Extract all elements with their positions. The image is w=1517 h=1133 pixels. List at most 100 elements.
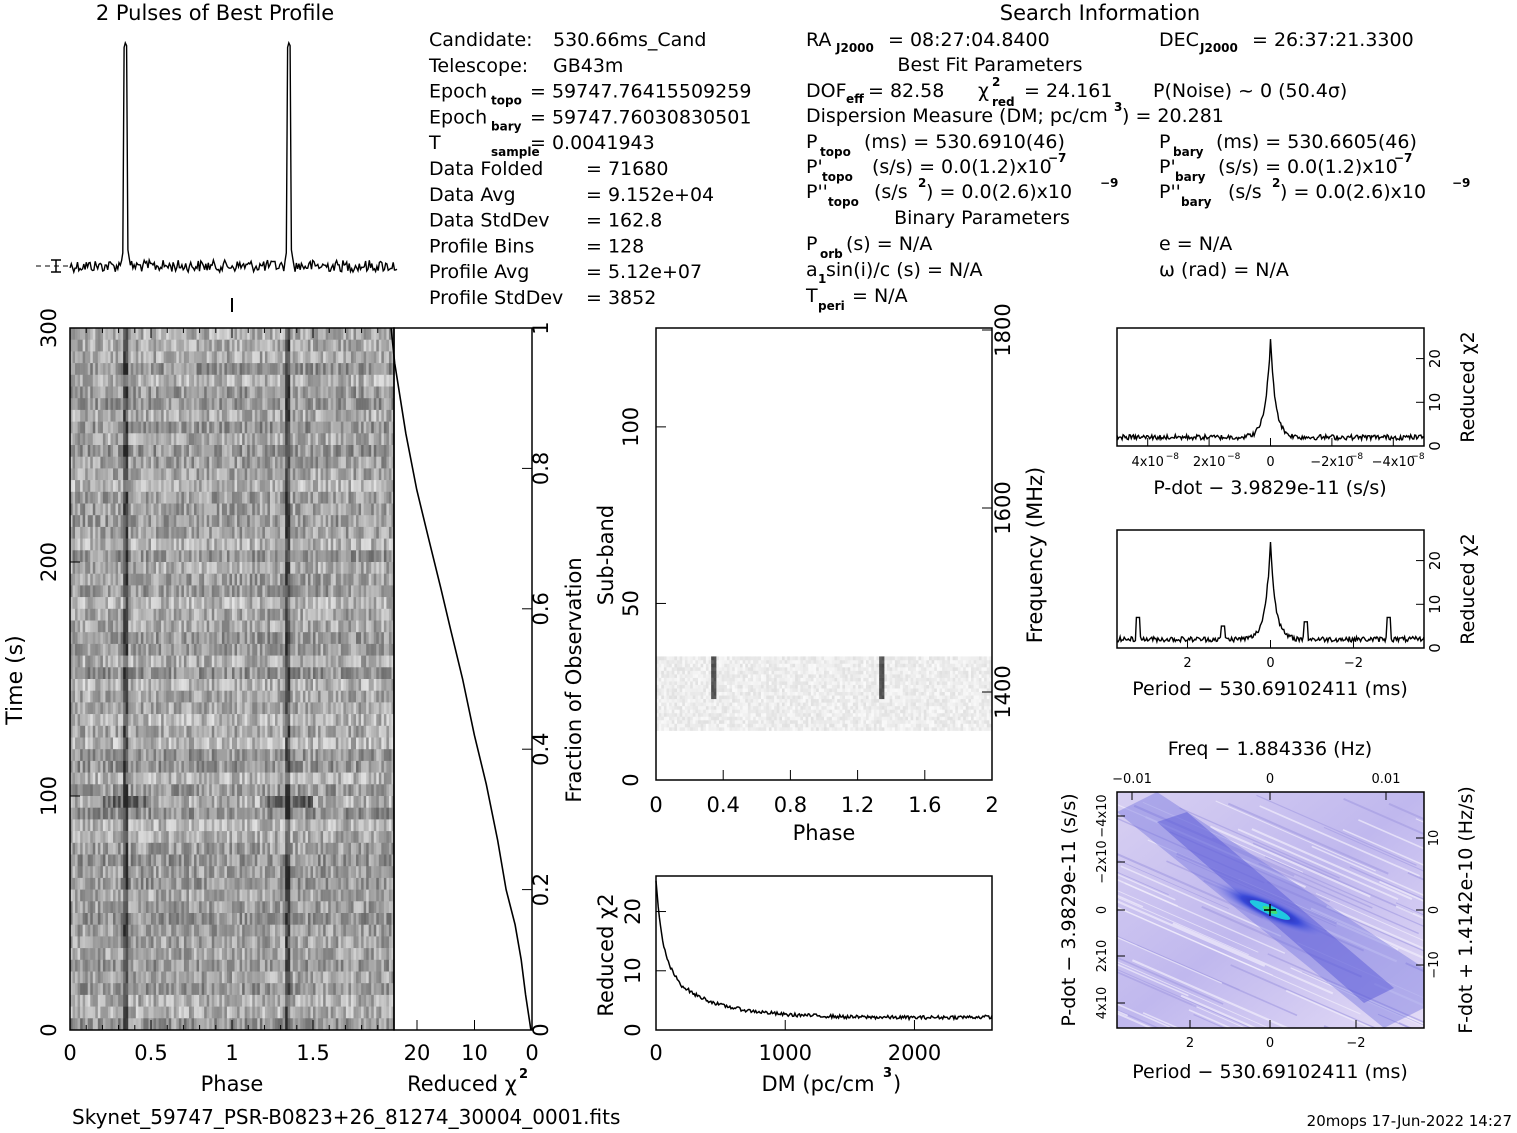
heat-cell — [343, 374, 347, 387]
heat-cell — [249, 409, 253, 422]
heat-cell — [75, 398, 78, 411]
heat-cell — [224, 409, 228, 422]
heat-cell — [373, 363, 377, 376]
heat-cell — [107, 702, 111, 715]
heat-cell — [371, 585, 375, 598]
heat-cell — [386, 725, 390, 738]
heat-cell — [310, 433, 314, 446]
heat-cell — [242, 632, 245, 645]
heat-cell — [199, 515, 202, 528]
heat-cell — [313, 386, 316, 399]
heat-cell — [130, 503, 134, 516]
heat-cell — [211, 620, 215, 633]
heat-cell — [75, 655, 78, 668]
heat-cell — [353, 421, 357, 434]
heat-cell — [297, 398, 301, 411]
heat-cell — [163, 351, 167, 364]
heat-cell — [191, 643, 195, 656]
heat-cell — [254, 363, 258, 376]
heat-cell — [168, 445, 172, 457]
heat-cell — [204, 643, 207, 656]
heat-cell — [378, 562, 382, 574]
heat-cell — [305, 702, 309, 715]
heat-cell — [107, 526, 111, 539]
heat-cell — [353, 679, 357, 691]
heat-cell — [340, 550, 344, 563]
heat-cell — [378, 433, 382, 446]
heat-cell — [247, 421, 251, 434]
heat-cell — [259, 328, 263, 340]
heat-cell — [110, 433, 114, 446]
heat-cell — [178, 363, 182, 376]
heat-cell — [338, 573, 342, 586]
heat-cell — [350, 328, 354, 340]
heat-cell — [148, 725, 152, 738]
heat-cell — [305, 632, 309, 645]
heat-cell — [181, 749, 185, 762]
heat-cell — [201, 351, 205, 364]
heat-cell — [252, 550, 256, 563]
heat-cell — [143, 386, 147, 399]
heat-cell — [386, 714, 390, 727]
heat-cell — [345, 456, 349, 469]
heat-cell — [95, 725, 99, 738]
heat-cell — [252, 456, 256, 469]
heat-cell — [153, 597, 157, 610]
heat-cell — [166, 725, 170, 738]
heat-cell — [244, 690, 248, 703]
heat-cell — [295, 702, 299, 715]
heat-cell — [249, 725, 253, 738]
heat-cell — [368, 456, 372, 469]
heat-cell — [358, 655, 362, 668]
heat-cell — [234, 480, 238, 493]
heat-cell — [87, 573, 91, 586]
heat-cell — [350, 339, 354, 352]
heat-cell — [130, 620, 134, 633]
heat-cell — [125, 749, 129, 762]
heat-cell — [171, 690, 175, 703]
heat-cell — [183, 339, 187, 352]
heat-cell — [191, 573, 195, 586]
heat-cell — [350, 409, 354, 422]
heat-cell — [191, 597, 195, 610]
heat-cell — [138, 351, 142, 364]
heat-cell — [361, 503, 364, 516]
heat-cell — [383, 573, 387, 586]
heat-cell — [120, 725, 124, 738]
heat-cell — [204, 597, 207, 610]
heat-cell — [325, 386, 329, 399]
heat-cell — [226, 725, 230, 738]
heat-cell — [70, 760, 73, 773]
heat-cell — [95, 339, 99, 352]
heat-cell — [115, 351, 119, 364]
heat-cell — [262, 585, 266, 598]
heat-cell — [161, 585, 164, 598]
heat-cell — [145, 772, 149, 785]
heat-cell — [229, 667, 233, 680]
heat-cell — [262, 445, 266, 457]
heat-cell — [158, 573, 162, 586]
heat-cell — [163, 328, 167, 340]
heat-cell — [232, 468, 235, 481]
heat-cell — [153, 749, 157, 762]
heat-cell — [318, 409, 321, 422]
heat-cell — [183, 468, 187, 481]
heat-cell — [166, 328, 170, 340]
heat-cell — [287, 655, 291, 668]
heat-cell — [171, 679, 175, 691]
heat-cell — [173, 328, 177, 340]
heat-cell — [348, 620, 352, 633]
heat-cell — [226, 456, 230, 469]
heat-cell — [292, 538, 296, 551]
heat-cell — [140, 421, 144, 434]
heat-cell — [247, 643, 251, 656]
heat-cell — [107, 339, 111, 352]
heat-cell — [277, 562, 281, 574]
heat-cell — [323, 667, 326, 680]
heat-cell — [151, 398, 154, 411]
heat-cell — [100, 421, 104, 434]
heat-cell — [133, 725, 137, 738]
heat-cell — [156, 398, 159, 411]
heat-cell — [171, 363, 175, 376]
heat-cell — [105, 679, 109, 691]
